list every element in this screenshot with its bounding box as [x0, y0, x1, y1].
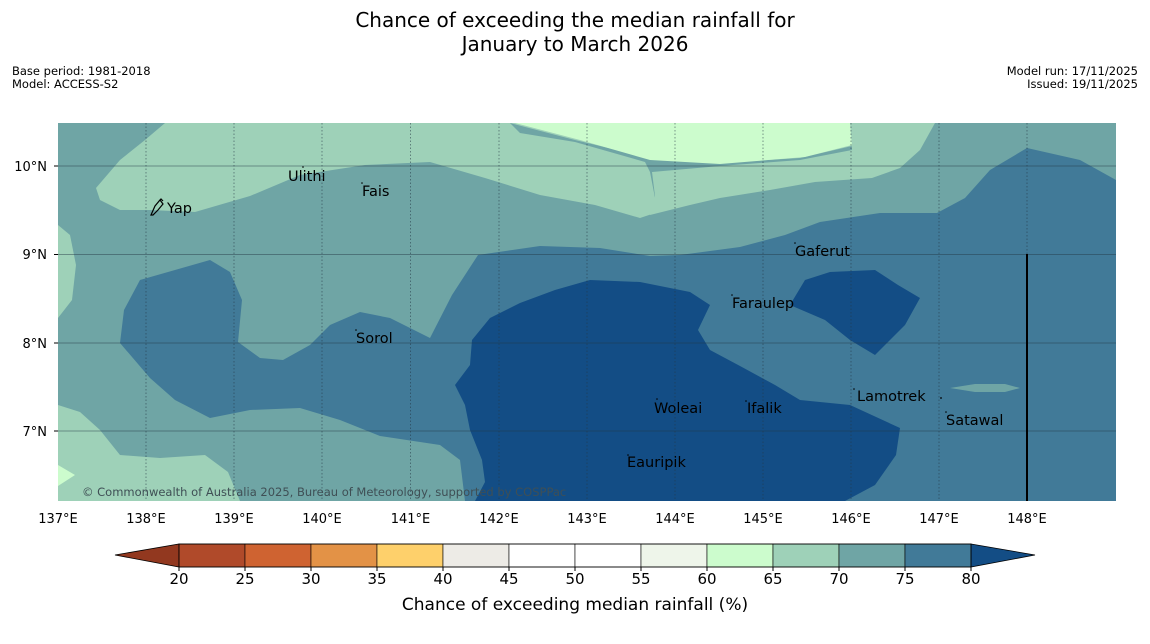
colorbar-segments — [178, 543, 972, 568]
place-markers — [302, 166, 947, 456]
place-label-fais: Fais — [362, 184, 389, 200]
lon-tick-label: 140°E — [302, 512, 342, 527]
lon-tick-label: 142°E — [479, 512, 519, 527]
colorbar-tick-label: 70 — [829, 570, 848, 588]
colorbar-high-extension — [970, 543, 1036, 568]
colorbar-segment — [442, 543, 510, 568]
place-label-faraulep: Faraulep — [732, 296, 794, 312]
colorbar-segment — [310, 543, 378, 568]
lat-tick-label: 10°N — [14, 160, 47, 175]
contour-70-75 — [58, 123, 1116, 501]
place-label-sorol: Sorol — [356, 331, 393, 347]
place-label-ulithi: Ulithi — [288, 169, 326, 185]
colorbar-tick-label: 60 — [697, 570, 716, 588]
lon-tick-label: 148°E — [1007, 512, 1047, 527]
colorbar-tick-label: 50 — [565, 570, 584, 588]
colorbar-tick-label: 80 — [961, 570, 980, 588]
colorbar-tick-label: 30 — [301, 570, 320, 588]
place-label-gaferut: Gaferut — [795, 244, 850, 260]
colorbar-segment — [244, 543, 312, 568]
map-title-line2: January to March 2026 — [461, 32, 689, 56]
contour-80-south — [455, 280, 900, 501]
contour-65-70-northeast — [650, 123, 935, 215]
contour-70-75-patch — [950, 384, 1020, 392]
lon-tick-label: 145°E — [743, 512, 783, 527]
place-label-eauripik: Eauripik — [627, 455, 686, 471]
lat-axis: 10°N 9°N 8°N 7°N — [14, 160, 58, 440]
gridlines — [145, 123, 1028, 501]
place-label-woleai: Woleai — [654, 401, 702, 417]
contour-65-70-northwest — [96, 123, 655, 218]
colorbar-segment — [904, 543, 972, 568]
yap-island-outline — [150, 198, 164, 216]
lon-tick-label: 137°E — [38, 512, 78, 527]
lat-tick-label: 7°N — [23, 425, 48, 440]
meta-right: Model run: 17/11/2025 Issued: 19/11/2025 — [1007, 65, 1138, 91]
colorbar-tick-label: 55 — [631, 570, 650, 588]
lon-tick-label: 147°E — [919, 512, 959, 527]
colorbar-segment — [178, 543, 246, 568]
lon-tick-label: 138°E — [126, 512, 166, 527]
colorbar-segment — [376, 543, 444, 568]
lon-tick-label: 144°E — [655, 512, 695, 527]
colorbar: 20 25 30 35 40 45 50 55 60 65 70 75 80 Chance of exc… — [114, 543, 1036, 615]
place-label-ifalik: Ifalik — [747, 401, 782, 417]
contour-60-65-north — [515, 123, 852, 164]
colorbar-title: Chance of exceeding median rainfall (%) — [402, 595, 748, 615]
colorbar-tick-label: 45 — [499, 570, 518, 588]
base-period-text: Base period: 1981-2018 — [12, 64, 151, 78]
lon-tick-label: 139°E — [214, 512, 254, 527]
colorbar-segment — [574, 543, 642, 568]
copyright-text: © Commonwealth of Australia 2025, Bureau… — [82, 485, 566, 499]
colorbar-segment — [838, 543, 906, 568]
colorbar-segment — [772, 543, 840, 568]
place-label-yap: Yap — [166, 201, 192, 217]
colorbar-low-extension — [114, 543, 180, 568]
colorbar-tick-label: 35 — [367, 570, 386, 588]
lon-tick-label: 143°E — [567, 512, 607, 527]
colorbar-tick-label: 20 — [169, 570, 188, 588]
place-label-satawal: Satawal — [946, 413, 1003, 429]
map-title: Chance of exceeding the median rainfall … — [0, 8, 1150, 56]
lon-tick-label: 141°E — [391, 512, 431, 527]
lat-tick-label: 8°N — [23, 337, 48, 352]
contour-65-70-west-edge — [58, 225, 76, 318]
contour-80-northeast — [790, 270, 920, 355]
contour-65-70-southwest — [58, 405, 240, 501]
contour-60-65-southwest — [58, 465, 75, 486]
issued-text: Issued: 19/11/2025 — [1027, 77, 1138, 91]
colorbar-tick-label: 65 — [763, 570, 782, 588]
colorbar-segment — [508, 543, 576, 568]
lon-axis: 137°E 138°E 139°E 140°E 141°E 142°E 143°… — [38, 512, 1047, 527]
model-text: Model: ACCESS-S2 — [12, 77, 119, 91]
colorbar-segment — [640, 543, 708, 568]
colorbar-ticks: 20 25 30 35 40 45 50 55 60 65 70 75 80 — [169, 567, 981, 588]
colorbar-tick-label: 75 — [895, 570, 914, 588]
meta-left: Base period: 1981-2018 Model: ACCESS-S2 — [12, 65, 151, 91]
lon-tick-label: 146°E — [831, 512, 871, 527]
place-labels: Yap Ulithi Fais Gaferut Faraulep Sorol L… — [166, 169, 1003, 471]
colorbar-tick-label: 40 — [433, 570, 452, 588]
lat-tick-label: 9°N — [23, 248, 48, 263]
colorbar-segment — [706, 543, 774, 568]
lat-gridlines — [58, 165, 1116, 432]
place-label-lamotrek: Lamotrek — [857, 389, 926, 405]
model-run-text: Model run: 17/11/2025 — [1006, 64, 1138, 78]
map-title-line1: Chance of exceeding the median rainfall … — [355, 8, 795, 32]
colorbar-tick-label: 25 — [235, 570, 254, 588]
